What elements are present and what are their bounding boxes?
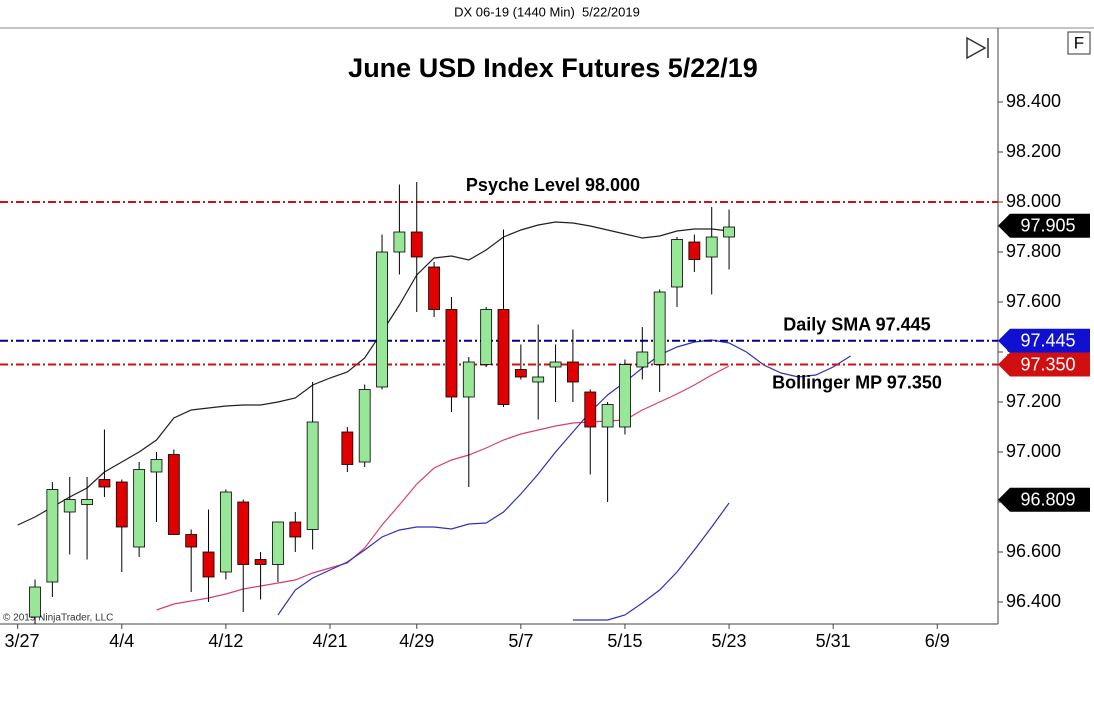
candle-body: [532, 376, 545, 383]
candle-body: [462, 361, 475, 398]
candle-body: [98, 479, 111, 488]
candle-body: [653, 291, 666, 365]
y-tick-label: 98.200: [1006, 141, 1061, 161]
level-label: Daily SMA 97.445: [783, 315, 930, 335]
x-tick-label: 4/29: [399, 631, 434, 651]
candle-body: [549, 361, 562, 368]
play-icon[interactable]: [966, 36, 987, 60]
price-tag: [998, 352, 1090, 377]
candle-body: [254, 559, 267, 565]
window-header: DX 06-19 (1440 Min) 5/22/2019: [454, 4, 640, 19]
level-label: Bollinger MP 97.350: [772, 372, 942, 392]
candle-body: [445, 309, 458, 398]
candle-body: [289, 521, 302, 538]
y-tick-label: 97.800: [1006, 241, 1061, 261]
indicator-line: [277, 339, 851, 616]
candle-body: [185, 534, 198, 548]
candle-body: [46, 489, 59, 583]
candle-body: [671, 239, 683, 288]
y-tick-label: 96.600: [1006, 541, 1061, 561]
candle-body: [115, 481, 128, 528]
price-tag-label: 97.905: [1020, 216, 1075, 236]
price-tag: [998, 328, 1090, 353]
price-tag-label: 97.445: [1020, 331, 1075, 351]
y-tick-label: 97.200: [1006, 391, 1061, 411]
candle-body: [167, 454, 180, 535]
candle-body: [29, 586, 41, 618]
y-tick-label: 97.000: [1006, 441, 1061, 461]
candle-body: [567, 361, 579, 383]
candle-body: [514, 369, 527, 378]
chart-title: June USD Index Futures 5/22/19: [348, 53, 758, 83]
x-tick-label: 3/27: [4, 631, 39, 651]
indicator-line: [17, 221, 730, 526]
price-tag: [998, 213, 1090, 238]
indicator-line: [156, 365, 730, 611]
candle-body: [219, 491, 232, 573]
candle-body: [358, 389, 371, 463]
candle-body: [306, 421, 319, 530]
x-tick-label: 6/9: [925, 631, 950, 651]
copyright: © 2019 NinjaTrader, LLC: [3, 613, 113, 624]
x-tick-label: 4/12: [208, 631, 243, 651]
candle-body: [688, 241, 701, 260]
f-button-label[interactable]: F: [1074, 33, 1084, 52]
candle-body: [601, 404, 614, 428]
price-tag: [998, 487, 1090, 512]
candle-body: [272, 521, 284, 565]
candle-body: [723, 226, 735, 238]
level-label: Psyche Level 98.000: [466, 175, 640, 195]
x-tick-label: 5/7: [508, 631, 533, 651]
candle-body: [133, 469, 146, 548]
candle-body: [636, 351, 649, 368]
y-tick-label: 96.400: [1006, 591, 1061, 611]
f-button[interactable]: [1067, 31, 1091, 55]
candle-body: [619, 364, 631, 428]
candle-body: [81, 499, 93, 505]
candle-body: [341, 431, 354, 465]
candle-body: [705, 236, 718, 258]
candle-body: [584, 391, 597, 428]
candle-body: [497, 309, 510, 405]
y-tick-label: 98.400: [1006, 91, 1061, 111]
x-tick-label: 5/23: [712, 631, 747, 651]
candle-body: [428, 266, 440, 310]
candle-body: [376, 251, 388, 388]
candle-body: [63, 499, 76, 513]
x-tick-label: 4/4: [109, 631, 134, 651]
indicator-line: [572, 502, 730, 621]
y-tick-label: 97.600: [1006, 291, 1061, 311]
x-tick-label: 5/15: [607, 631, 642, 651]
candle-body: [393, 231, 406, 253]
price-tag-label: 96.809: [1020, 490, 1075, 510]
candle-body: [150, 459, 163, 473]
candle-body: [480, 309, 493, 365]
price-tag-label: 97.350: [1020, 354, 1075, 374]
x-tick-label: 4/21: [312, 631, 347, 651]
candle-body: [410, 231, 423, 258]
candle-body: [237, 501, 250, 565]
y-tick-label: 98.000: [1006, 191, 1061, 211]
plot-area: [0, 182, 998, 624]
x-tick-label: 5/31: [816, 631, 851, 651]
scroll-end-icon[interactable]: [966, 36, 989, 60]
candle-body: [202, 551, 215, 578]
